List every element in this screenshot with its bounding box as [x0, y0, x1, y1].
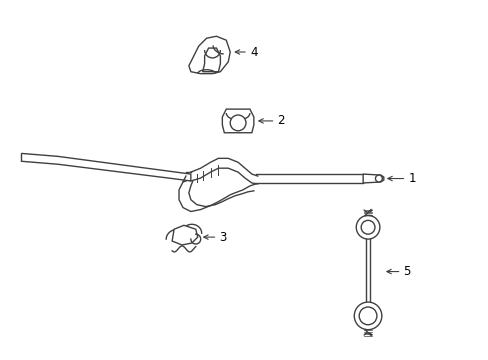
- Text: 1: 1: [407, 172, 415, 185]
- Polygon shape: [363, 174, 383, 183]
- Text: 4: 4: [249, 45, 257, 59]
- Text: 3: 3: [219, 231, 226, 244]
- Polygon shape: [188, 36, 230, 74]
- Circle shape: [353, 302, 381, 330]
- Circle shape: [359, 307, 376, 325]
- Text: 2: 2: [277, 114, 285, 127]
- Circle shape: [230, 115, 245, 131]
- Polygon shape: [172, 225, 197, 245]
- Circle shape: [356, 215, 379, 239]
- Text: 5: 5: [403, 265, 410, 278]
- Polygon shape: [202, 48, 220, 72]
- Polygon shape: [222, 109, 253, 133]
- Polygon shape: [21, 153, 190, 181]
- Circle shape: [361, 220, 374, 234]
- Circle shape: [375, 175, 382, 182]
